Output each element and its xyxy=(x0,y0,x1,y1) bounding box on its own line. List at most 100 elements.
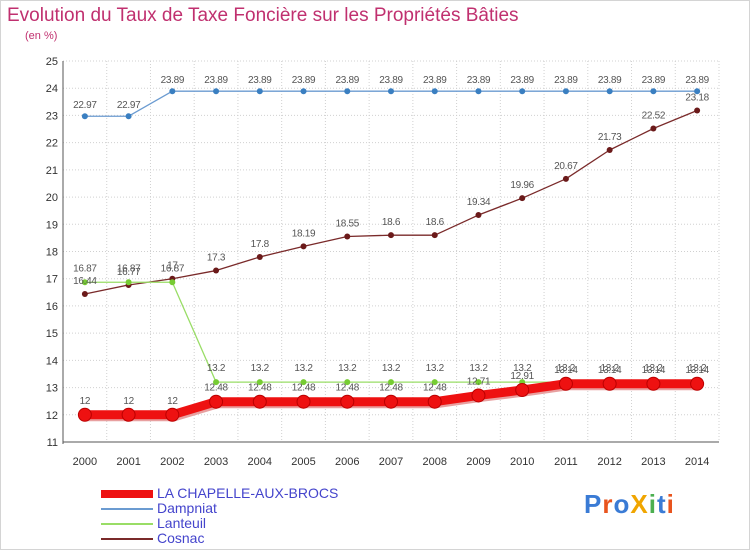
logo-letter: r xyxy=(602,489,614,519)
data-label: 18.55 xyxy=(336,219,360,230)
data-label: 18.19 xyxy=(292,228,316,239)
data-point xyxy=(296,394,311,409)
legend-swatch xyxy=(101,522,153,525)
data-label: 12.91 xyxy=(510,371,534,382)
data-label: 13.2 xyxy=(382,363,401,374)
data-label: 13.2 xyxy=(294,363,313,374)
legend-item: Cosnac xyxy=(101,531,338,546)
data-label: 23.89 xyxy=(292,75,316,86)
data-point xyxy=(121,407,136,422)
data-label: 12.71 xyxy=(467,376,491,387)
data-point xyxy=(606,88,613,95)
data-label: 13.2 xyxy=(469,363,488,374)
x-tick-label: 2003 xyxy=(204,456,228,468)
legend-label: Dampniat xyxy=(157,500,217,516)
data-point xyxy=(81,279,88,286)
data-point xyxy=(388,88,394,95)
data-label: 23.89 xyxy=(598,75,622,86)
data-label: 12.48 xyxy=(379,383,403,394)
y-tick-label: 20 xyxy=(46,192,58,204)
data-label: 23.89 xyxy=(248,75,272,86)
data-point xyxy=(169,279,176,286)
data-label: 13.2 xyxy=(688,363,707,374)
data-point xyxy=(213,267,220,274)
data-point xyxy=(558,376,573,391)
data-point xyxy=(77,407,92,422)
data-label: 19.34 xyxy=(467,197,491,208)
data-point xyxy=(81,113,88,120)
data-label: 23.89 xyxy=(467,75,491,86)
x-tick-label: 2005 xyxy=(291,456,315,468)
data-point xyxy=(256,88,263,95)
y-tick-label: 18 xyxy=(46,247,58,259)
data-label: 22.97 xyxy=(73,100,97,111)
data-label: 12.48 xyxy=(292,383,316,394)
x-tick-label: 2014 xyxy=(685,456,709,468)
x-tick-label: 2008 xyxy=(422,456,446,468)
data-label: 12.48 xyxy=(248,383,272,394)
data-point xyxy=(165,407,180,422)
data-label: 23.89 xyxy=(510,75,534,86)
data-label: 12.48 xyxy=(204,383,228,394)
data-point xyxy=(344,379,351,386)
legend-swatch xyxy=(101,507,153,510)
y-tick-label: 16 xyxy=(46,301,58,313)
data-label: 23.89 xyxy=(379,75,403,86)
legend-label: Cosnac xyxy=(157,530,205,546)
data-label: 23.89 xyxy=(336,75,360,86)
y-tick-label: 11 xyxy=(47,437,58,449)
data-label: 23.89 xyxy=(423,75,447,86)
data-label: 18.6 xyxy=(382,217,401,228)
data-label: 17.3 xyxy=(207,253,226,264)
data-point xyxy=(300,88,307,95)
data-point xyxy=(431,379,438,386)
logo-letter: P xyxy=(584,489,603,519)
data-point xyxy=(340,394,355,409)
y-tick-label: 19 xyxy=(46,219,58,231)
y-tick-label: 25 xyxy=(46,56,58,68)
y-tick-label: 22 xyxy=(46,138,58,150)
data-label: 20.67 xyxy=(554,161,578,172)
data-label: 12 xyxy=(167,396,178,407)
data-point xyxy=(650,88,657,95)
legend-item: Dampniat xyxy=(101,501,338,516)
data-point xyxy=(562,88,569,95)
data-label: 12.48 xyxy=(423,383,447,394)
data-point xyxy=(519,88,526,95)
data-label: 16.44 xyxy=(73,276,97,287)
data-label: 22.52 xyxy=(642,110,666,121)
data-label: 12 xyxy=(80,396,91,407)
data-label: 12 xyxy=(123,396,134,407)
data-label: 13.14 xyxy=(598,365,622,376)
data-point xyxy=(650,125,657,132)
data-label: 21.73 xyxy=(598,132,622,143)
logo-letter: t xyxy=(656,489,667,519)
data-point xyxy=(344,233,351,240)
data-point xyxy=(694,88,701,95)
x-tick-label: 2006 xyxy=(335,456,359,468)
legend-label: Lanteuil xyxy=(157,515,207,531)
data-point xyxy=(300,379,307,386)
data-label: 22.97 xyxy=(117,100,141,111)
data-label: 23.89 xyxy=(642,75,666,86)
y-tick-label: 12 xyxy=(46,410,58,422)
x-tick-label: 2004 xyxy=(248,456,272,468)
data-point xyxy=(646,376,661,391)
data-label: 17.8 xyxy=(251,239,270,250)
data-point xyxy=(431,88,438,95)
data-label: 16.87 xyxy=(161,263,185,274)
data-point xyxy=(694,107,701,114)
data-point xyxy=(475,379,482,386)
legend-swatch xyxy=(101,537,153,540)
data-label: 13.14 xyxy=(642,365,666,376)
data-point xyxy=(169,88,176,95)
data-point xyxy=(471,388,486,403)
data-label: 13.2 xyxy=(513,363,532,374)
data-label: 23.89 xyxy=(204,75,228,86)
legend-label: LA CHAPELLE-AUX-BROCS xyxy=(157,485,339,501)
data-point xyxy=(431,232,438,239)
data-label: 23.89 xyxy=(554,75,578,86)
chart-unit: (en %) xyxy=(25,30,58,42)
data-label: 13.2 xyxy=(601,363,620,374)
data-point xyxy=(125,113,132,120)
